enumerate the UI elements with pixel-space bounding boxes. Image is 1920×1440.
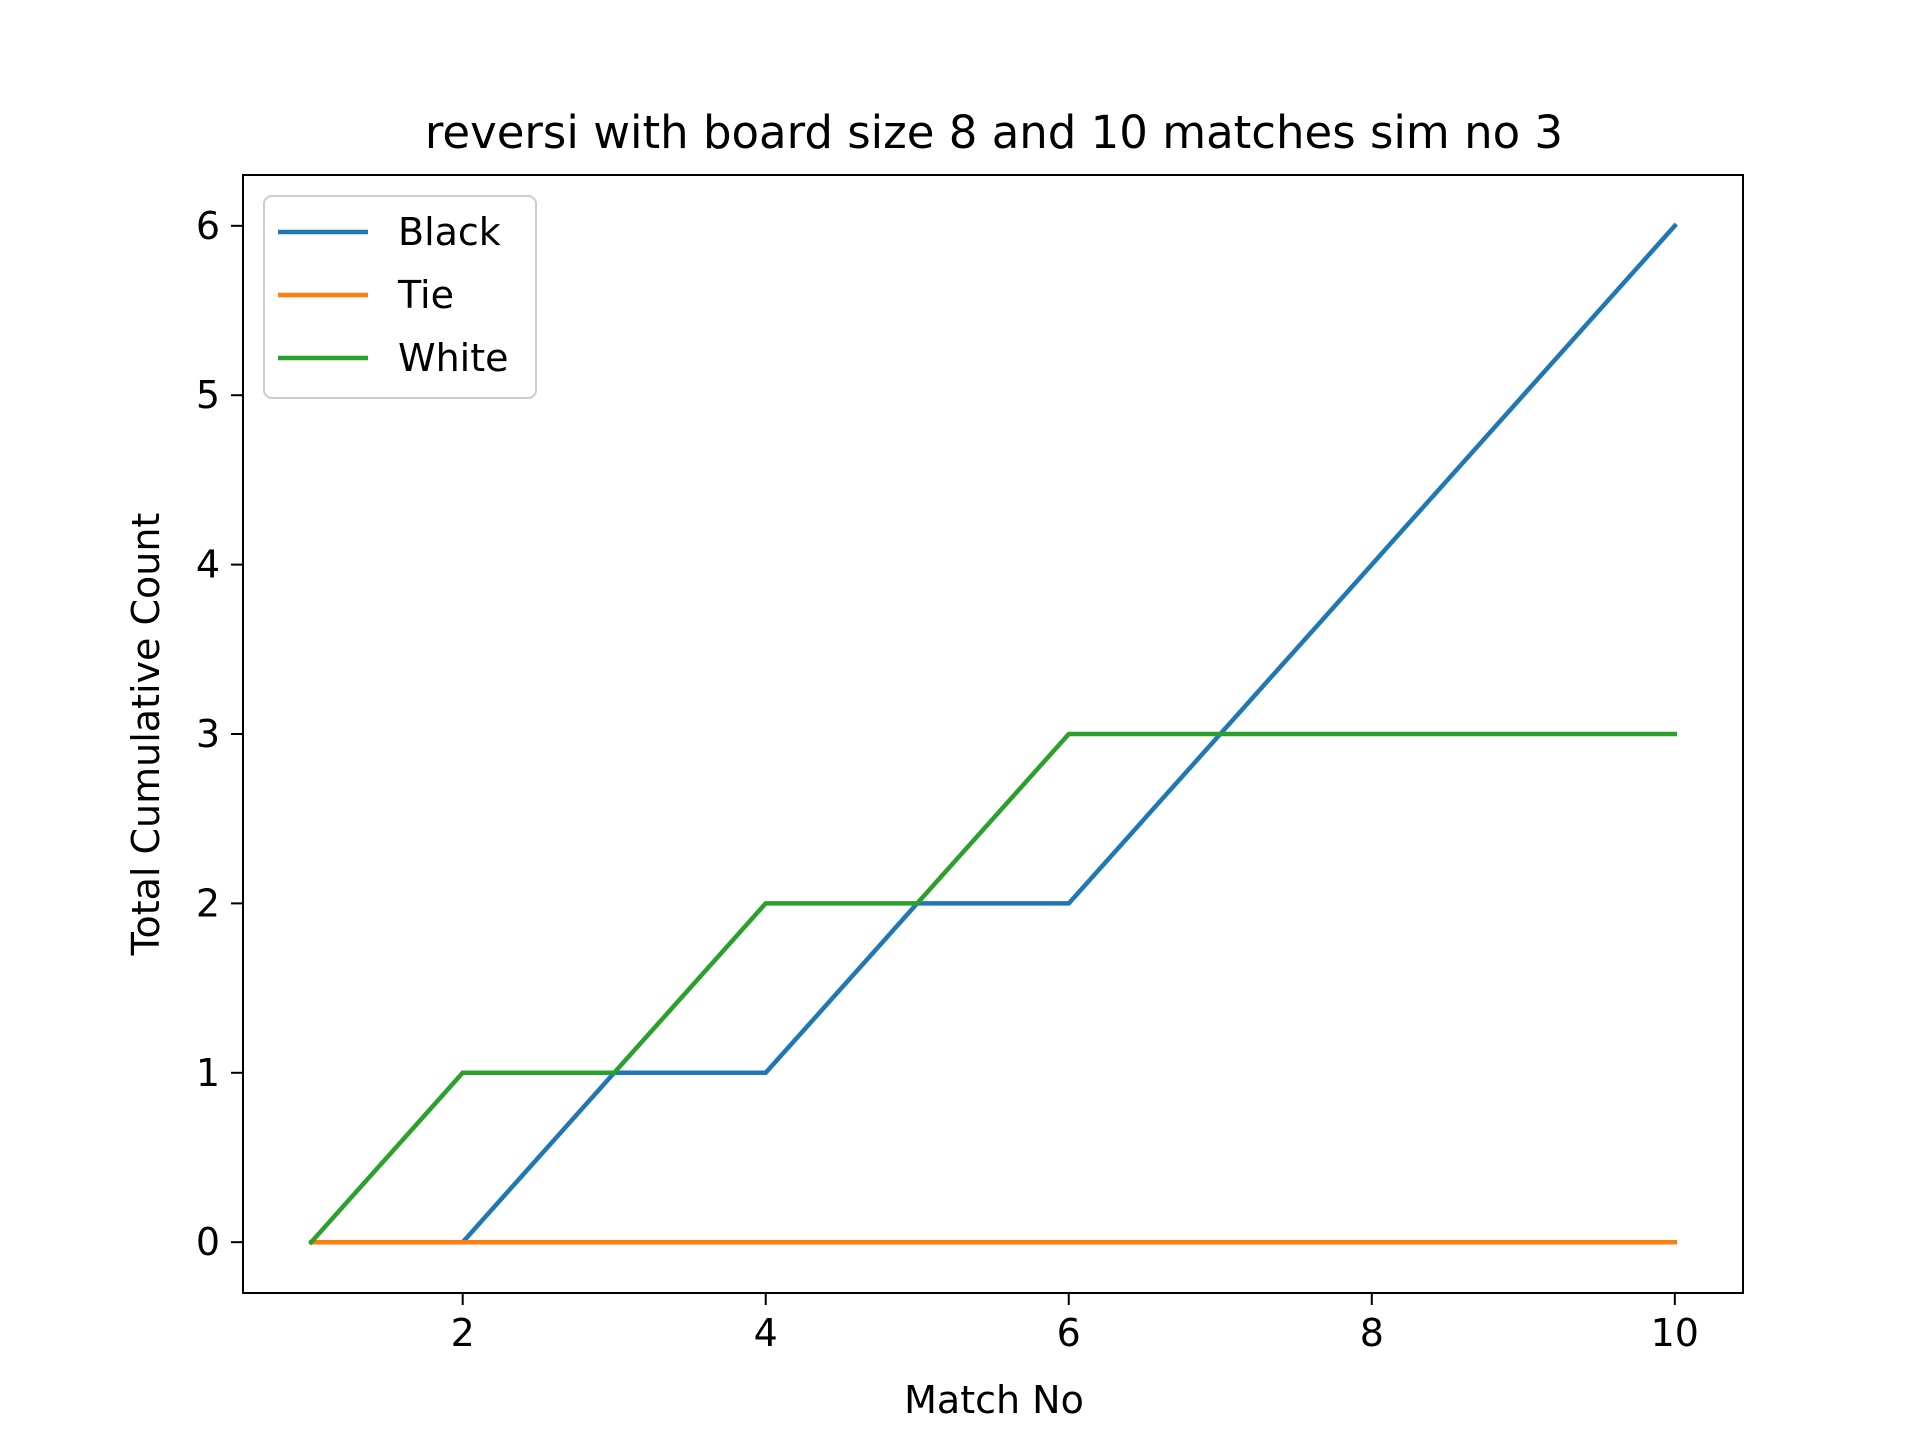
x-tick-label: 6	[1057, 1311, 1081, 1355]
series-layer	[308, 222, 1678, 1246]
series-line-white	[308, 731, 1678, 1246]
y-axis-label: Total Cumulative Count	[124, 513, 168, 957]
y-tick-label: 3	[196, 712, 220, 756]
y-tick-label: 5	[196, 373, 220, 417]
y-tick-label: 2	[196, 881, 220, 925]
y-tick-label: 6	[196, 204, 220, 248]
legend: Black Tie White	[263, 195, 537, 399]
y-tick-label: 1	[196, 1051, 220, 1095]
x-axis: 2 4 6 8 10	[451, 1293, 1699, 1355]
x-tick-label: 8	[1360, 1311, 1384, 1355]
y-tick-label: 0	[196, 1220, 220, 1264]
x-axis-label: Match No	[904, 1378, 1084, 1422]
chart-title: reversi with board size 8 and 10 matches…	[425, 106, 1563, 159]
y-tick-label: 4	[196, 543, 220, 587]
y-axis: 0 1 2 3 4 5 6	[196, 204, 243, 1264]
legend-label-tie: Tie	[397, 273, 454, 317]
legend-label-white: White	[398, 336, 509, 380]
legend-label-black: Black	[398, 210, 501, 254]
x-tick-label: 10	[1651, 1311, 1699, 1355]
legend-box	[263, 195, 537, 399]
series-line-black	[308, 222, 1678, 1245]
x-tick-label: 2	[451, 1311, 475, 1355]
x-tick-label: 4	[754, 1311, 778, 1355]
